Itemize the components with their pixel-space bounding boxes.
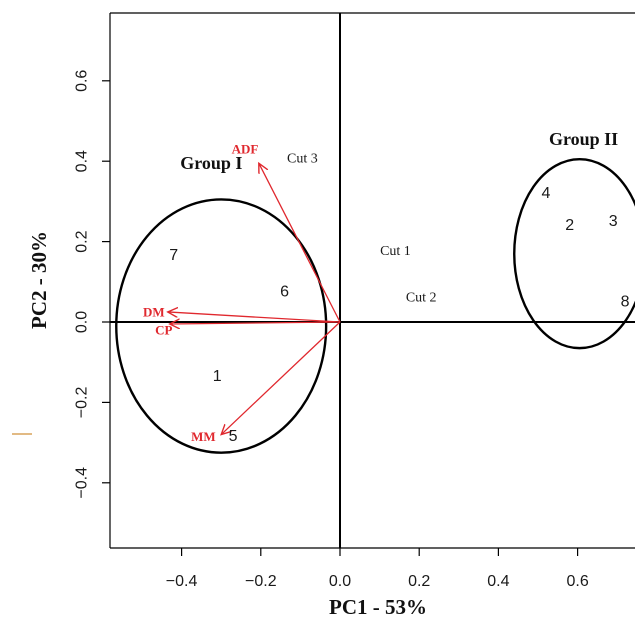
x-tick-label: −0.4 <box>166 573 198 590</box>
y-tick-label: 0.0 <box>74 311 91 333</box>
y-tick-label: −0.4 <box>74 467 91 499</box>
cut-label-1: Cut 1 <box>380 244 411 259</box>
loading-label-mm: MM <box>191 429 216 444</box>
point-label-5: 5 <box>229 428 238 445</box>
loading-arrow-adf <box>259 163 341 323</box>
point-label-3: 3 <box>609 213 618 230</box>
loading-arrow-cp <box>170 322 341 324</box>
y-tick-label: −0.2 <box>74 387 91 419</box>
point-label-4: 4 <box>541 185 550 202</box>
x-tick-label: 0.2 <box>408 573 430 590</box>
point-label-1: 1 <box>213 368 222 385</box>
y-tick-label: 0.6 <box>74 70 91 92</box>
y-axis-title: PC2 - 30% <box>27 231 51 329</box>
point-label-8: 8 <box>621 293 630 310</box>
group-label-2: Group II <box>549 129 618 149</box>
x-tick-label: 0.0 <box>329 573 351 590</box>
point-label-6: 6 <box>280 283 289 300</box>
loading-label-cp: CP <box>155 323 172 338</box>
point-label-2: 2 <box>565 217 574 234</box>
loading-arrow-mm <box>221 321 341 435</box>
x-tick-label: 0.4 <box>487 573 509 590</box>
group-label-1: Group I <box>180 153 242 173</box>
y-tick-label: 0.2 <box>74 230 91 252</box>
loading-label-adf: ADF <box>232 142 259 157</box>
group-ellipse-1 <box>115 198 328 454</box>
cut-label-3: Cut 3 <box>287 152 318 167</box>
loading-arrow-dm <box>168 312 341 323</box>
group-ellipse-2 <box>513 158 635 350</box>
cut-label-2: Cut 2 <box>406 290 437 305</box>
loading-label-dm: DM <box>143 304 165 319</box>
point-label-7: 7 <box>169 247 178 264</box>
x-axis-title: PC1 - 53% <box>329 595 427 619</box>
x-tick-label: 0.6 <box>566 573 588 590</box>
y-tick-label: 0.4 <box>74 150 91 172</box>
x-tick-label: −0.2 <box>245 573 277 590</box>
